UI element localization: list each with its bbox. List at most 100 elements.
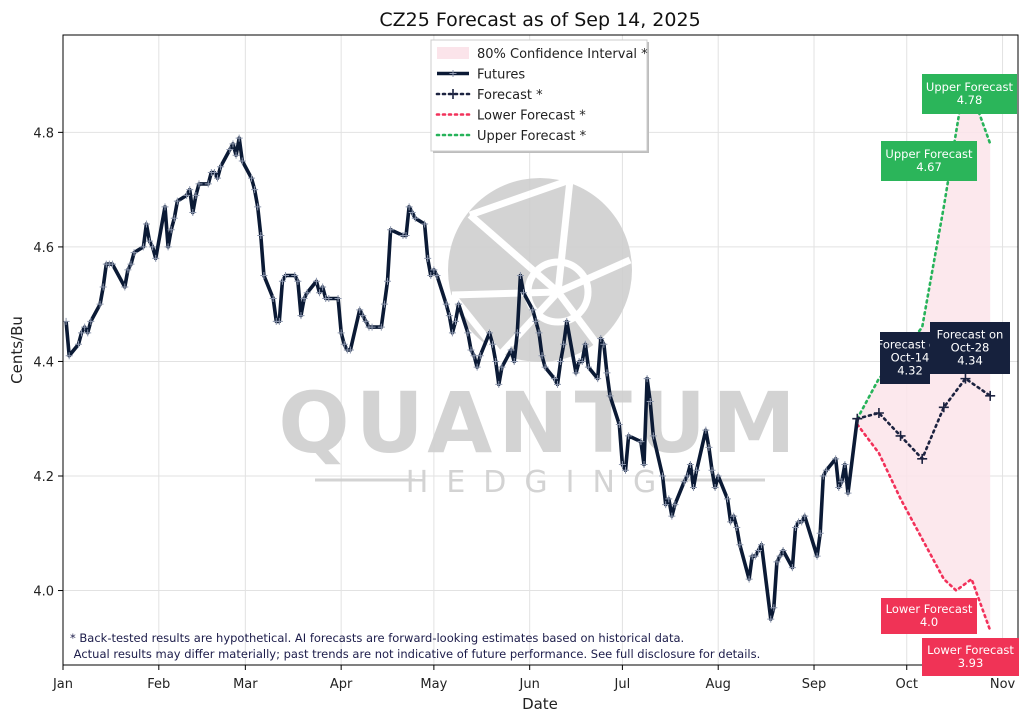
callout-label: Lower Forecast [886, 602, 973, 616]
futures-point [356, 306, 364, 314]
futures-point [711, 483, 719, 491]
futures-point [498, 363, 506, 371]
futures-point [254, 203, 262, 211]
callout-label: Forecast on [877, 338, 944, 352]
callout-label: 4.78 [957, 93, 983, 107]
futures-point [689, 483, 697, 491]
legend: 80% Confidence Interval * Futures Forecast… [430, 39, 649, 153]
futures-point [319, 283, 327, 291]
legend-swatch-marker [449, 70, 457, 77]
futures-point [452, 317, 460, 325]
futures-point [730, 512, 738, 520]
futures-point [275, 317, 283, 325]
futures-point [312, 277, 320, 285]
legend-label: Forecast * [477, 88, 543, 103]
futures-point [665, 495, 673, 503]
futures-point [238, 157, 246, 165]
futures-point [513, 329, 521, 337]
futures-point [736, 541, 744, 549]
futures-point [99, 283, 107, 291]
futures-point [529, 306, 537, 314]
futures-point [384, 277, 392, 285]
futures-point [442, 300, 450, 308]
futures-point [745, 575, 753, 583]
futures-point [251, 186, 259, 194]
futures-point [248, 174, 256, 182]
futures-point [801, 512, 809, 520]
futures-point [433, 272, 441, 280]
futures-point [683, 472, 691, 480]
futures-point [303, 289, 311, 297]
forecast-point [895, 430, 906, 441]
lower-forecast-line [855, 423, 992, 632]
futures-point [671, 501, 679, 509]
futures-point [340, 340, 348, 348]
callout-background [881, 141, 977, 181]
futures-point [161, 203, 169, 211]
futures-point [532, 317, 540, 325]
futures-point [714, 472, 722, 480]
futures-point [63, 317, 70, 325]
futures-point [520, 289, 528, 297]
futures-point [705, 443, 713, 451]
legend-label: 80% Confidence Interval * [477, 47, 648, 62]
futures-point [427, 272, 435, 280]
futures-point [445, 312, 453, 320]
futures-point [455, 300, 463, 308]
futures-point [680, 478, 688, 486]
futures-point [362, 317, 370, 325]
futures-point [597, 335, 605, 343]
futures-point [226, 146, 234, 154]
futures-point [260, 272, 268, 280]
futures-point [649, 432, 657, 440]
futures-point [550, 375, 558, 383]
futures-point [424, 254, 432, 262]
futures-point [78, 329, 86, 337]
futures-point [788, 564, 796, 572]
futures-point [377, 323, 385, 331]
futures-point [189, 209, 197, 217]
futures-point [186, 186, 194, 194]
futures-point [553, 380, 561, 388]
futures-point [563, 317, 571, 325]
futures-point [152, 254, 160, 262]
callout-label: 4.32 [897, 364, 923, 378]
callout-label: 4.34 [957, 354, 983, 368]
callout-background [922, 74, 1017, 114]
futures-point [473, 363, 481, 371]
futures-point [535, 329, 543, 337]
futures-point [625, 432, 633, 440]
futures-point [294, 277, 302, 285]
x-tick-label: Apr [330, 677, 353, 692]
futures-point [733, 524, 741, 532]
futures-point [767, 615, 775, 623]
y-axis-label: Cents/Bu [8, 316, 26, 384]
x-tick-label: Oct [895, 677, 917, 692]
futures-point [538, 352, 546, 360]
forecast-point [985, 390, 996, 401]
callout-background [881, 598, 977, 634]
futures-point [316, 289, 324, 297]
watermark-brand: QUANTUM [278, 374, 801, 472]
disclaimer-line: * Back-tested results are hypothetical. … [70, 631, 684, 645]
legend-label: Futures [477, 68, 525, 83]
futures-point [643, 375, 651, 383]
futures-point [380, 300, 388, 308]
x-tick-label: Jan [52, 677, 73, 692]
watermark-tagline: HEDGING [406, 465, 674, 500]
x-tick-label: Jul [614, 677, 631, 692]
futures-point [402, 231, 410, 239]
futures-point [421, 220, 429, 228]
x-tick-label: Nov [990, 677, 1016, 692]
futures-point [334, 294, 342, 302]
legend-label: Lower Forecast * [477, 109, 586, 124]
futures-point [359, 312, 367, 320]
futures-point [337, 329, 345, 337]
callout-label: 4.67 [916, 160, 942, 174]
callout-label: Upper Forecast [885, 147, 973, 161]
futures-point [637, 438, 645, 446]
futures-point [507, 346, 515, 354]
